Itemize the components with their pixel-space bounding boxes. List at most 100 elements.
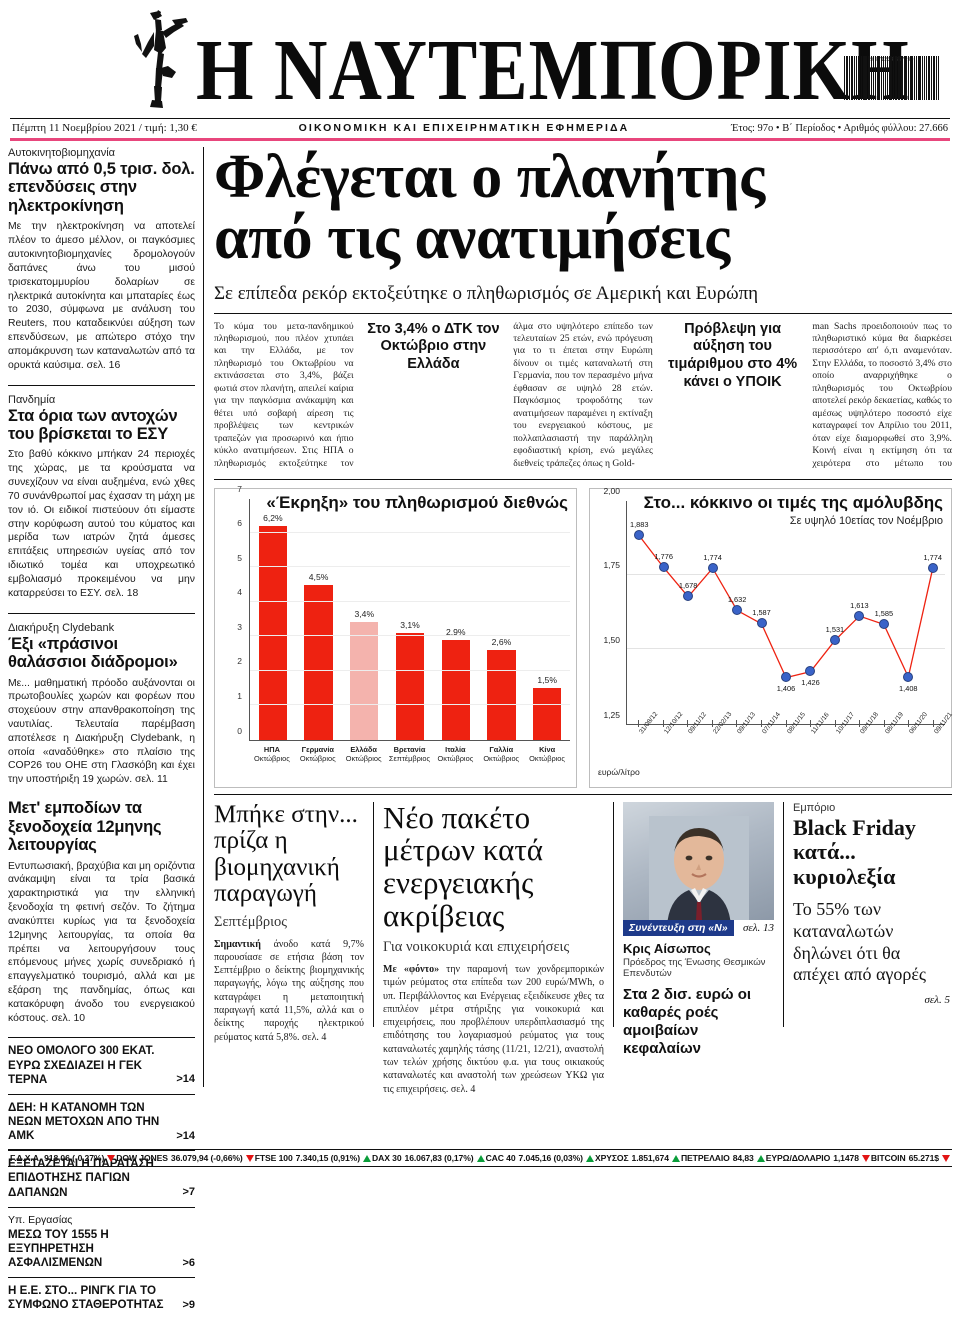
line-chart-value-label: 1,408 (899, 683, 918, 693)
bottom-article-blackfriday[interactable]: Εμπόριο Black Friday κατά... κυριολεξία … (784, 802, 952, 1027)
brief-text: ΜΕΣΩ ΤΟΥ 1555 Η ΕΞΥΠΗΡΕΤΗΣΗ ΑΣΦΑΛΙΣΜΕΝΩΝ (8, 1227, 109, 1269)
sidebar-article-2[interactable]: Διακήρυξη Clydebank Έξι «πράσινοι θαλάσσ… (8, 622, 195, 788)
bar-chart-bar: 2,6% (487, 637, 516, 740)
ticker-item[interactable]: BITCOIN 65.271$ (871, 1153, 950, 1163)
brief-page: >6 (182, 1256, 195, 1269)
interview-ribbon-label: Συνέντευξη στη «Ν» (623, 919, 734, 936)
divider (8, 384, 195, 386)
line-chart-value-label: 1,883 (629, 520, 649, 530)
line-chart-value-label: 1,774 (703, 552, 722, 562)
arrow-down-icon (107, 1154, 116, 1162)
line-chart-point (805, 666, 816, 677)
line-chart-unit: ευρώ/λίτρο (598, 766, 640, 777)
bar-chart-y-tick: 6 (237, 518, 242, 529)
bar-chart-bar: 6,2% (258, 513, 288, 740)
ticker-item[interactable]: ΕΥΡΩ/ΔΟΛΑΡΙΟ 1,1478 (766, 1153, 870, 1163)
line-chart-plot: 1,883 1,776 1,678 1,774 1,632 1,587 1,406 1,426… (626, 500, 945, 725)
ticker-name: BITCOIN (870, 1153, 906, 1163)
line-chart-x-tick (760, 719, 762, 727)
arrow-up-icon (585, 1154, 594, 1162)
masthead-rule (10, 118, 950, 119)
sidebar-kicker: Αυτοκινητοβιομηχανία (8, 147, 116, 159)
interview-page: σελ. 13 (742, 921, 774, 934)
sidebar-article-0[interactable]: Αυτοκινητοβιομηχανία Πάνω από 0,5 τρισ. … (8, 147, 195, 373)
line-chart-point (781, 672, 791, 683)
ticker-name: DAX 30 (372, 1153, 402, 1163)
interview-role: Πρόεδρος της Ένωσης Θεσμικών Επενδυτών (623, 956, 766, 980)
bar-chart-bar-cell: 4,5% (296, 499, 342, 740)
ticker-item[interactable]: CAC 40 7.045,16 (0,03%) (486, 1153, 594, 1163)
ticker-item[interactable]: DAX 30 16.067,83 (0,17%) (372, 1153, 485, 1163)
bar-chart-y-axis: 0 1 2 3 4 5 6 7 (215, 484, 247, 741)
paper-title: Η ΝΑΥΤΕΜΠΟΡΙΚΗ (196, 21, 910, 119)
body-rest: την παραμονή των χονδρεμπορικών τιμών ρε… (383, 963, 605, 1095)
bar-chart-y-tick: 3 (237, 621, 242, 632)
ticker-value: 918,06 (-0,27%) (44, 1153, 105, 1163)
bottom-article-energy[interactable]: Νέο πακέτο μέτρων κατά ενεργειακής ακρίβ… (374, 801, 614, 1095)
sidebar-brief-3[interactable]: Υπ. Εργασίας ΜΕΣΩ ΤΟΥ 1555 Η ΕΞΥΠΗΡΕΤΗΣΗ… (8, 1206, 195, 1277)
body-lead: Με «φόντο» (383, 963, 440, 975)
bar-chart-gridline (250, 704, 570, 706)
sidebar-body: Με την ηλεκτροκίνηση να αποτελεί πλέον τ… (8, 221, 195, 371)
bar-chart-value-label: 2,6% (491, 637, 512, 647)
lead-body: Το κύμα του μετα-πανδημικού πληθωρισμού,… (214, 321, 952, 471)
pullquote-text: Στο 3,4% ο ΔΤΚ τον Οκτώβριο στην Ελλάδα (367, 320, 500, 372)
lead-headline: Φλέγεται ο πλανήτης από τις ανατιμήσεις (214, 146, 952, 269)
line-chart-point (829, 634, 840, 645)
bottom-headline: Black Friday κατά... κυριολεξία (793, 814, 916, 889)
bottom-interview[interactable]: Συνέντευξη στη «Ν» σελ. 13 Κρις Αίσωπος … (614, 801, 784, 1057)
interview-name: Κρις Αίσωπος (623, 940, 711, 956)
ticker-item[interactable]: Γ.Δ.Χ.Α. 918,06 (-0,27%) (10, 1153, 116, 1163)
bottom-headline: Μπήκε στην... πρίζα η βιομηχανική παραγω… (214, 800, 358, 907)
bottom-kicker: Εμπόριο (793, 801, 836, 814)
masthead-info-strip: Πέμπτη 11 Νοεμβρίου 2021 / τιμή: 1,30 € … (8, 119, 952, 138)
sidebar-kicker: Διακήρυξη Clydebank (8, 621, 115, 634)
bar-chart-value-label: 1,5% (537, 674, 557, 685)
ticker-item[interactable]: ΠΕΤΡΕΛΑΙΟ 84,83 (681, 1153, 765, 1163)
tagline: ΟΙΚΟΝΟΜΙΚΗ ΚΑΙ ΕΠΙΧΕΙΡΗΜΑΤΙΚΗ ΕΦΗΜΕΡΙΔΑ (298, 122, 630, 134)
interview-headline: Στα 2 δισ. ευρώ οι καθαρές ροές αμοιβαίω… (623, 985, 752, 1057)
interview-portrait (623, 801, 774, 920)
market-ticker[interactable]: Γ.Δ.Χ.Α. 918,06 (-0,27%) DOW JONES 36.079,9… (8, 1149, 952, 1167)
sidebar-body: Με... μαθηματική πρόοδο αυξάνονται οι πρ… (8, 677, 195, 786)
brief-page: >14 (176, 1129, 195, 1142)
ticker-name: DOW JONES (116, 1153, 168, 1163)
bar-chart-value-label: 3,4% (354, 609, 375, 620)
lead-subhead: Σε επίπεδα ρεκόρ εκτοξεύτηκε ο πληθωρισμ… (214, 282, 759, 304)
ticker-item[interactable]: FTSE 100 7.340,15 (0,91%) (255, 1153, 371, 1163)
bar-chart-y-tick: 1 (237, 690, 242, 701)
sidebar-article-1[interactable]: Πανδημία Στα όρια των αντοχών του βρίσκε… (8, 394, 195, 601)
bar-chart-bar: 3,4% (350, 609, 379, 740)
sidebar-brief-0[interactable]: ΝΕΟ ΟΜΟΛΟΓΟ 300 ΕΚΑΤ. ΕΥΡΩ ΣΧΕΔΙΑΖΕΙ Η Γ… (8, 1037, 195, 1093)
line-chart-subtitle: Σε υψηλό 10ετίας τον Νοέμβριο (789, 514, 943, 527)
issue-info: Έτος: 97ο • Β΄ Περίοδος • Αριθμός φύλλου… (731, 122, 948, 134)
line-chart-point (683, 591, 694, 602)
body-grid: Αυτοκινητοβιομηχανία Πάνω από 0,5 τρισ. … (8, 146, 954, 1311)
line-chart-x-tick (883, 719, 885, 727)
bar-chart-gridline (250, 600, 570, 602)
bar-chart-bar-cell: 3,1% (387, 499, 433, 740)
line-chart-point (878, 618, 889, 629)
sidebar-article-3[interactable]: Μετ' εμποδίων τα ξενοδοχεία 12μηνης λειτ… (8, 799, 195, 1025)
ticker-value: 1,1478 (833, 1153, 859, 1163)
brief-text: ΔΕΗ: Η ΚΑΤΑΝΟΜΗ ΤΩΝ ΝΕΩΝ ΜΕΤΟΧΩΝ ΑΠΟ ΤΗΝ… (8, 1100, 160, 1143)
bottom-article-industry[interactable]: Μπήκε στην... πρίζα η βιομηχανική παραγω… (214, 800, 374, 1043)
sidebar-brief-1[interactable]: ΔΕΗ: Η ΚΑΤΑΝΟΜΗ ΤΩΝ ΝΕΩΝ ΜΕΤΟΧΩΝ ΑΠΟ ΤΗΝ… (8, 1093, 195, 1150)
ticker-name: ΧΡΥΣΟΣ (594, 1153, 629, 1163)
market-ticker-wrap: Γ.Δ.Χ.Α. 918,06 (-0,27%) DOW JONES 36.079,9… (8, 1149, 952, 1167)
sidebar-brief-4[interactable]: Η Ε.Ε. ΣΤΟ... ΡΙΝΓΚ ΓΙΑ ΤΟ ΣΥΜΦΩΝΟ ΣΤΑΘΕ… (8, 1276, 195, 1319)
ticker-name: CAC 40 (485, 1153, 516, 1163)
line-chart-y-tick: 2,00 (603, 485, 620, 496)
bar-chart-x-label: Βρετανία Σεπτέμβριος (388, 744, 431, 763)
ticker-item[interactable]: DOW JONES 36.079,94 (-0,66%) (116, 1153, 254, 1163)
lead-col-2: άλμα στο υψηλότερο επίπεδο των τελευταίω… (513, 320, 653, 469)
bar-chart-y-tick: 5 (237, 552, 242, 563)
bar-chart-bar-cell: 3,4% (341, 499, 387, 740)
ticker-item[interactable]: ΧΡΥΣΟΣ 1.851,674 (595, 1153, 680, 1163)
line-chart-x-labels: 31/08/12 12/10/12 09/11/12 22/02/13 09/11/13… (626, 710, 954, 783)
line-chart-x-tick (859, 719, 861, 727)
newspaper-front-page: Η ΝΑΥΤΕΜΠΟΡΙΚΗ 9 771234 567890 Πέμπτη 11… (8, 10, 954, 1311)
line-chart-value-label: 1,426 (801, 678, 820, 688)
